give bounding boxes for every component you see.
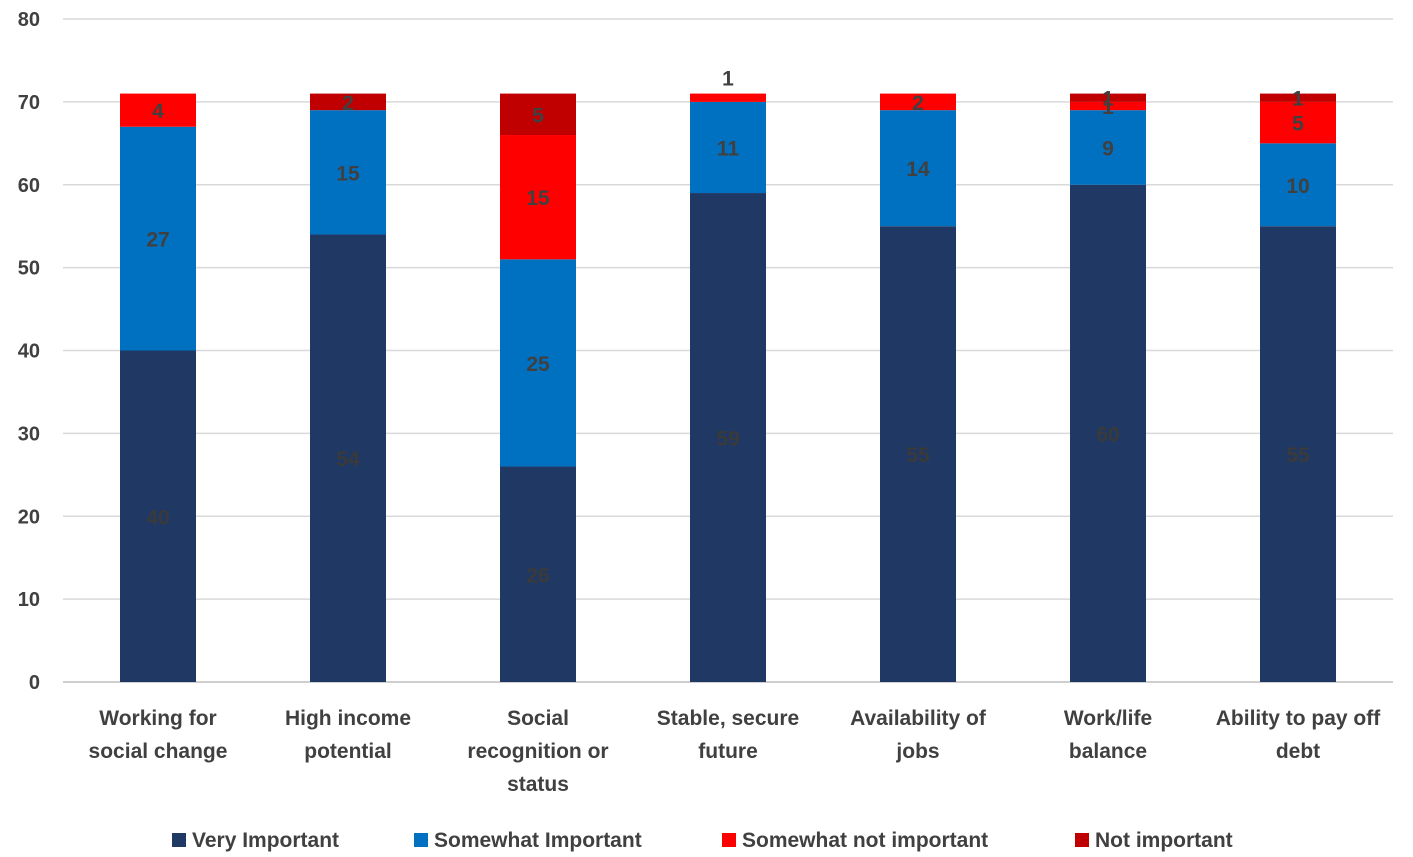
y-axis: 0 10 20 30 40 50 60 70 80 [18, 9, 40, 694]
data-label: 1 [722, 68, 734, 91]
x-axis: Working for social change High income poten… [89, 707, 1382, 796]
legend-label: Somewhat not important [742, 829, 988, 852]
bar-segment [500, 93, 576, 136]
data-label: 5 [532, 104, 544, 127]
data-label: 27 [146, 229, 169, 252]
bar-segment [880, 110, 956, 227]
bar-segment [1260, 101, 1336, 144]
x-tick-label: Availability of [850, 707, 987, 730]
bar-segment [1070, 110, 1146, 185]
bar-segment [880, 226, 956, 682]
bar-segment [310, 110, 386, 235]
y-tick-label: 20 [18, 506, 40, 528]
bar-segment [1070, 93, 1146, 102]
data-label: 1 [1102, 88, 1114, 111]
legend-swatch [722, 833, 736, 847]
bar-segment [690, 93, 766, 102]
legend-swatch [1075, 833, 1089, 847]
data-label: 10 [1286, 175, 1309, 198]
x-tick-label: Stable, secure [657, 707, 799, 730]
x-tick-label: recognition or [467, 740, 608, 763]
y-tick-label: 40 [18, 341, 40, 363]
bars [120, 93, 1336, 682]
bar-segment [120, 350, 196, 682]
data-label: 59 [716, 428, 739, 451]
y-tick-label: 50 [18, 258, 40, 280]
legend-swatch [414, 833, 428, 847]
data-label: 60 [1096, 423, 1119, 446]
bar-segment [310, 234, 386, 682]
bar-segment [500, 135, 576, 260]
data-label: 5 [1292, 113, 1304, 136]
data-label: 2 [342, 92, 354, 115]
x-tick-label: future [698, 740, 758, 763]
legend: Very Important Somewhat Important Somewhat… [172, 829, 1233, 852]
legend-label: Not important [1095, 829, 1233, 852]
data-label: 9 [1102, 137, 1114, 160]
x-tick-label: High income [285, 707, 411, 730]
x-tick-label: jobs [895, 740, 939, 763]
bar-segment [120, 93, 196, 127]
y-tick-label: 30 [18, 423, 40, 445]
data-label: 26 [526, 564, 549, 587]
bar-segment [1070, 184, 1146, 682]
data-label: 1 [1292, 88, 1304, 111]
x-tick-label: debt [1276, 740, 1320, 763]
x-tick-label: Work/life [1064, 707, 1152, 730]
x-tick-label: balance [1069, 740, 1147, 763]
data-label: 1 [1102, 96, 1114, 119]
y-tick-label: 80 [18, 9, 40, 31]
data-label: 25 [526, 353, 550, 376]
x-tick-label: social change [89, 740, 228, 763]
legend-label: Somewhat Important [434, 829, 642, 852]
data-label: 15 [526, 187, 550, 210]
data-label: 15 [336, 162, 360, 185]
legend-swatch [172, 833, 186, 847]
data-label: 14 [906, 158, 930, 181]
y-tick-label: 0 [29, 672, 40, 694]
data-label: 4 [152, 100, 164, 123]
x-tick-label: status [507, 773, 569, 796]
bar-segment [1260, 143, 1336, 227]
data-label: 2 [912, 92, 924, 115]
bar-segment [880, 93, 956, 111]
x-tick-label: Working for [99, 707, 216, 730]
bar-segment [690, 193, 766, 682]
y-tick-label: 70 [18, 92, 40, 114]
data-label: 40 [146, 506, 169, 529]
bar-segment [500, 259, 576, 467]
y-tick-label: 60 [18, 175, 40, 197]
legend-label: Very Important [192, 829, 339, 852]
bar-segment [1260, 226, 1336, 682]
bar-segment [120, 126, 196, 351]
data-label: 55 [906, 444, 930, 467]
bar-segment [310, 93, 386, 111]
data-label: 54 [336, 448, 360, 471]
bar-segment [1070, 101, 1146, 111]
y-tick-label: 10 [18, 589, 40, 611]
bar-segment [500, 466, 576, 682]
data-label: 11 [717, 137, 740, 160]
x-tick-label: Ability to pay off [1216, 707, 1382, 730]
x-tick-label: Social [507, 707, 569, 730]
bar-segment [1260, 93, 1336, 102]
x-tick-label: potential [304, 740, 392, 763]
data-label: 55 [1286, 444, 1310, 467]
bar-segment [690, 101, 766, 194]
